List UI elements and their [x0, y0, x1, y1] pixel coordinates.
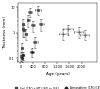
X-axis label: Age (years): Age (years) — [46, 72, 69, 76]
Legend: Soil (CPO + MT) [40] to [49], Modern (CPO+MT) [40] to [49], Atmosphere (CPG) [49: Soil (CPO + MT) [40] to [49], Modern (CP… — [13, 86, 100, 89]
Y-axis label: Thickness (mm): Thickness (mm) — [3, 16, 7, 49]
